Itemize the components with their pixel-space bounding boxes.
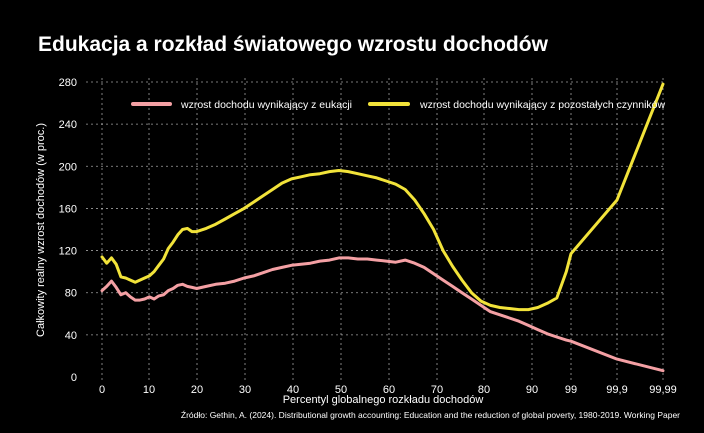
y-tick-label: 240 (59, 119, 77, 131)
x-tick-label: 30 (239, 384, 251, 396)
x-tick-label: 80 (478, 384, 490, 396)
x-tick-label: 40 (287, 384, 299, 396)
x-tick-label: 99,99 (649, 384, 677, 396)
y-tick-label: 280 (59, 77, 77, 89)
x-tick-label: 99,9 (606, 384, 627, 396)
x-axis-label: Percentyl globalnego rozkładu dochodów (283, 394, 484, 406)
series-line-education (100, 256, 665, 373)
y-tick-label: 120 (59, 246, 77, 258)
x-tick-label: 70 (431, 384, 443, 396)
legend-label-other: wzrost dochodu wynikający z pozostałych … (419, 99, 666, 111)
x-tick-label: 0 (99, 384, 105, 396)
x-tick-label: 10 (143, 384, 155, 396)
x-axis-ticks: 0 10 20 30 40 50 60 70 80 90 99 99,9 99,99 (99, 384, 677, 396)
series-line-other (100, 82, 665, 312)
x-tick-label: 20 (191, 384, 203, 396)
y-axis-ticks: 0 40 80 120 160 200 240 280 (59, 77, 77, 384)
gridlines (86, 78, 664, 381)
y-tick-label: 80 (65, 288, 77, 300)
y-tick-label: 160 (59, 203, 77, 215)
x-tick-label: 90 (526, 384, 538, 396)
y-tick-label: 40 (65, 330, 77, 342)
x-tick-label: 60 (383, 384, 395, 396)
series-lines (100, 82, 665, 373)
y-tick-label: 0 (71, 372, 77, 384)
chart-title: Edukacja a rozkład światowego wzrostu do… (38, 33, 549, 56)
y-tick-label: 200 (59, 161, 77, 173)
source-note: Źródło: Gethin, A. (2024). Distributiona… (181, 410, 680, 420)
y-axis-label: Całkowity realny wzrost dochodów (w proc… (35, 123, 47, 337)
legend: wzrost dochodu wynikający z eukacji wzro… (131, 99, 666, 111)
legend-label-education: wzrost dochodu wynikający z eukacji (180, 99, 352, 111)
x-tick-label: 50 (335, 384, 347, 396)
x-tick-label: 99 (565, 384, 577, 396)
